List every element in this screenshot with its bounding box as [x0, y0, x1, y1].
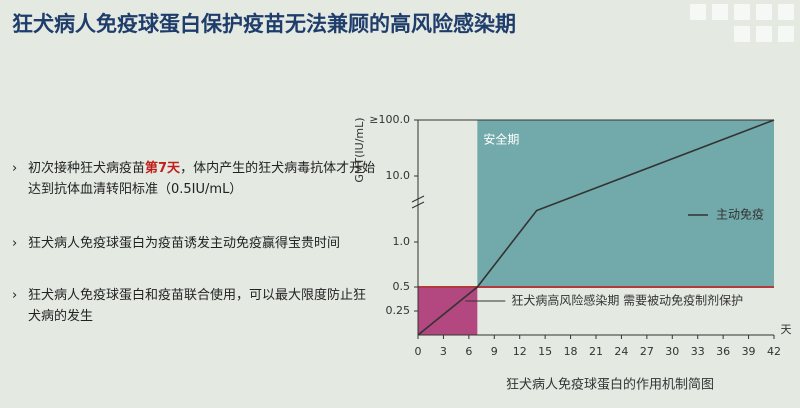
bullet-text: 初次接种狂犬病疫苗 — [28, 161, 146, 176]
region — [477, 120, 774, 287]
y-tick-label: ≥100.0 — [369, 113, 410, 126]
x-tick-label: 18 — [564, 345, 578, 358]
bullet-text: 狂犬病人免疫球蛋白和疫苗联合使用，可以最大限度防止狂犬病的发生 — [28, 288, 367, 324]
x-axis-label: 天 — [781, 323, 792, 336]
x-tick-label: 3 — [440, 345, 447, 358]
x-tick-label: 36 — [716, 345, 730, 358]
y-axis-label: GMT(IU/mL) — [353, 117, 366, 182]
x-tick-label: 6 — [465, 345, 472, 358]
x-tick-label: 33 — [691, 345, 705, 358]
y-tick-label: 1.0 — [393, 235, 411, 248]
axis-break — [411, 195, 425, 209]
x-tick-label: 39 — [742, 345, 756, 358]
x-tick-label: 24 — [614, 345, 628, 358]
bullet: 狂犬病人免疫球蛋白和疫苗联合使用，可以最大限度防止狂犬病的发生 — [12, 285, 378, 327]
x-tick-label: 30 — [665, 345, 679, 358]
x-tick-label: 0 — [415, 345, 422, 358]
x-tick-label: 21 — [589, 345, 603, 358]
bullet-text: ，体内产生的狂犬病毒抗体才开始达到抗体血清转阳标准（0.5IU/mL） — [28, 161, 376, 197]
region-label: 安全期 — [483, 132, 519, 147]
caption: 狂犬病人免疫球蛋白的作用机制简图 — [506, 377, 714, 393]
bullet: 狂犬病人免疫球蛋白为疫苗诱发主动免疫赢得宝贵时间 — [12, 233, 378, 254]
x-tick-label: 9 — [491, 345, 498, 358]
y-tick-label: 0.25 — [386, 304, 411, 317]
x-tick-label: 12 — [513, 345, 527, 358]
decoration — [690, 4, 794, 42]
x-tick-label: 15 — [538, 345, 552, 358]
y-tick-label: 0.5 — [393, 280, 411, 293]
highlight: 第7天 — [145, 161, 181, 176]
region-label: 狂犬病高风险感染期 需要被动免疫制剂保护 — [511, 293, 743, 308]
legend-label: 主动免疫 — [716, 207, 764, 222]
slide-title: 狂犬病人免疫球蛋白保护疫苗无法兼顾的高风险感染期 — [12, 12, 516, 36]
bullet: 初次接种狂犬病疫苗第7天，体内产生的狂犬病毒抗体才开始达到抗体血清转阳标准（0.… — [12, 158, 378, 200]
series-line — [417, 119, 775, 336]
bullet-text: 狂犬病人免疫球蛋白为疫苗诱发主动免疫赢得宝贵时间 — [28, 236, 341, 251]
x-tick-label: 42 — [767, 345, 781, 358]
x-tick-label: 27 — [640, 345, 654, 358]
y-tick-label: 10.0 — [386, 169, 411, 182]
